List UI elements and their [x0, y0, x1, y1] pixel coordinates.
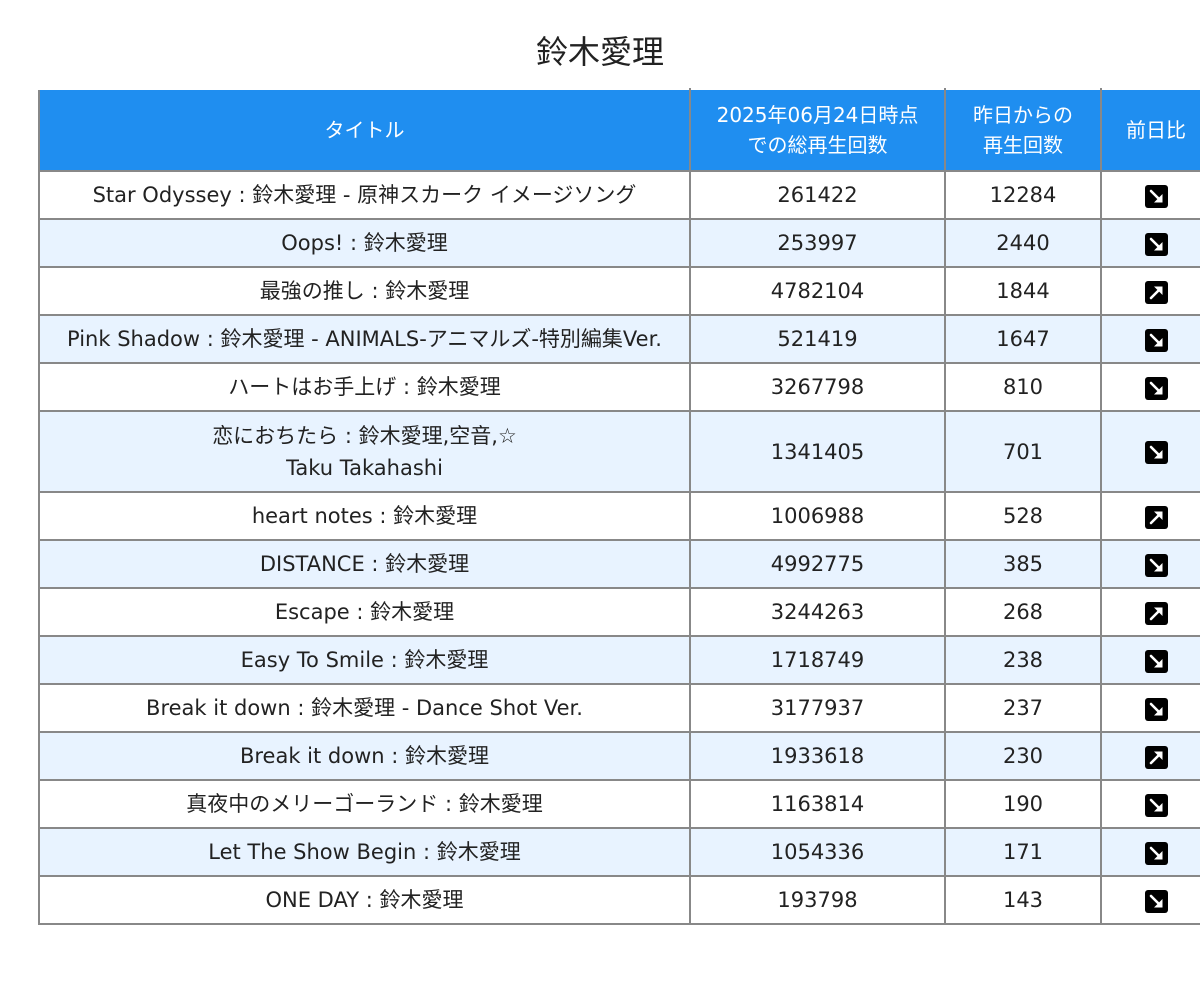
- daily-plays-cell: 268: [944, 587, 1102, 637]
- table-row: 最強の推し : 鈴木愛理 4782104 1844: [38, 266, 1200, 316]
- arrow-down-right-icon: [1144, 793, 1168, 817]
- total-plays-cell: 4782104: [689, 266, 946, 316]
- daily-plays-cell: 701: [944, 410, 1102, 493]
- table-row: 恋におちたら : 鈴木愛理,空音,☆ Taku Takahashi 1341405…: [38, 410, 1200, 493]
- daily-plays-cell: 237: [944, 683, 1102, 733]
- total-plays-cell: 1006988: [689, 491, 946, 541]
- trend-cell: [1100, 170, 1200, 220]
- table-row: ONE DAY : 鈴木愛理 193798 143: [38, 875, 1200, 925]
- trend-cell: [1100, 779, 1200, 829]
- song-title-cell: ONE DAY : 鈴木愛理: [38, 875, 691, 925]
- arrow-down-right-icon: [1144, 232, 1168, 256]
- daily-plays-cell: 190: [944, 779, 1102, 829]
- arrow-down-right-icon: [1144, 328, 1168, 352]
- trend-cell: [1100, 362, 1200, 412]
- total-plays-cell: 261422: [689, 170, 946, 220]
- song-title-cell: 真夜中のメリーゴーランド : 鈴木愛理: [38, 779, 691, 829]
- daily-plays-cell: 230: [944, 731, 1102, 781]
- table-row: Star Odyssey : 鈴木愛理 - 原神スカーク イメージソング 2614…: [38, 170, 1200, 220]
- daily-plays-cell: 1844: [944, 266, 1102, 316]
- table-row: Escape : 鈴木愛理 3244263 268: [38, 587, 1200, 637]
- song-title-cell: ハートはお手上げ : 鈴木愛理: [38, 362, 691, 412]
- song-title-cell: Easy To Smile : 鈴木愛理: [38, 635, 691, 685]
- arrow-down-right-icon: [1144, 376, 1168, 400]
- table-body: Star Odyssey : 鈴木愛理 - 原神スカーク イメージソング 2614…: [38, 170, 1200, 925]
- song-title-cell: Escape : 鈴木愛理: [38, 587, 691, 637]
- song-title-cell: Let The Show Begin : 鈴木愛理: [38, 827, 691, 877]
- total-plays-cell: 253997: [689, 218, 946, 268]
- daily-plays-cell: 810: [944, 362, 1102, 412]
- table-row: Easy To Smile : 鈴木愛理 1718749 238: [38, 635, 1200, 685]
- arrow-up-right-icon: [1144, 745, 1168, 769]
- daily-plays-cell: 528: [944, 491, 1102, 541]
- arrow-down-right-icon: [1144, 649, 1168, 673]
- table-row: heart notes : 鈴木愛理 1006988 528: [38, 491, 1200, 541]
- total-plays-cell: 3267798: [689, 362, 946, 412]
- trend-cell: [1100, 731, 1200, 781]
- arrow-up-right-icon: [1144, 601, 1168, 625]
- table-row: Let The Show Begin : 鈴木愛理 1054336 171: [38, 827, 1200, 877]
- table-row: Break it down : 鈴木愛理 - Dance Shot Ver. 31…: [38, 683, 1200, 733]
- arrow-down-right-icon: [1144, 697, 1168, 721]
- trend-cell: [1100, 587, 1200, 637]
- total-plays-cell: 3244263: [689, 587, 946, 637]
- table-row: Break it down : 鈴木愛理 1933618 230: [38, 731, 1200, 781]
- header-trend: 前日比: [1100, 88, 1200, 172]
- header-daily-plays: 昨日からの 再生回数: [944, 88, 1102, 172]
- daily-plays-cell: 12284: [944, 170, 1102, 220]
- trend-cell: [1100, 875, 1200, 925]
- arrow-down-right-icon: [1144, 841, 1168, 865]
- total-plays-cell: 193798: [689, 875, 946, 925]
- daily-plays-cell: 238: [944, 635, 1102, 685]
- trend-cell: [1100, 491, 1200, 541]
- trend-cell: [1100, 827, 1200, 877]
- total-plays-cell: 1163814: [689, 779, 946, 829]
- header-title: タイトル: [38, 88, 691, 172]
- trend-cell: [1100, 683, 1200, 733]
- total-plays-cell: 1718749: [689, 635, 946, 685]
- song-title-cell: Break it down : 鈴木愛理: [38, 731, 691, 781]
- arrow-up-right-icon: [1144, 280, 1168, 304]
- play-count-table: タイトル 2025年06月24日時点 での総再生回数 昨日からの 再生回数 前日…: [38, 88, 1200, 925]
- song-title-cell: 恋におちたら : 鈴木愛理,空音,☆ Taku Takahashi: [38, 410, 691, 493]
- trend-cell: [1100, 218, 1200, 268]
- daily-plays-cell: 171: [944, 827, 1102, 877]
- arrow-down-right-icon: [1144, 441, 1168, 464]
- arrow-down-right-icon: [1144, 889, 1168, 913]
- table-row: Pink Shadow : 鈴木愛理 - ANIMALS-アニマルズ-特別編集V…: [38, 314, 1200, 364]
- trend-cell: [1100, 266, 1200, 316]
- page-title: 鈴木愛理: [535, 33, 664, 71]
- total-plays-cell: 3177937: [689, 683, 946, 733]
- total-plays-cell: 1341405: [689, 410, 946, 493]
- trend-cell: [1100, 410, 1200, 493]
- table-header-row: タイトル 2025年06月24日時点 での総再生回数 昨日からの 再生回数 前日…: [38, 88, 1200, 172]
- table-row: ハートはお手上げ : 鈴木愛理 3267798 810: [38, 362, 1200, 412]
- song-title-cell: Break it down : 鈴木愛理 - Dance Shot Ver.: [38, 683, 691, 733]
- trend-cell: [1100, 539, 1200, 589]
- total-plays-cell: 1933618: [689, 731, 946, 781]
- total-plays-cell: 521419: [689, 314, 946, 364]
- header-total-plays: 2025年06月24日時点 での総再生回数: [689, 88, 946, 172]
- total-plays-cell: 4992775: [689, 539, 946, 589]
- trend-cell: [1100, 635, 1200, 685]
- table-row: DISTANCE : 鈴木愛理 4992775 385: [38, 539, 1200, 589]
- daily-plays-cell: 1647: [944, 314, 1102, 364]
- trend-cell: [1100, 314, 1200, 364]
- daily-plays-cell: 143: [944, 875, 1102, 925]
- table-row: Oops! : 鈴木愛理 253997 2440: [38, 218, 1200, 268]
- daily-plays-cell: 385: [944, 539, 1102, 589]
- total-plays-cell: 1054336: [689, 827, 946, 877]
- arrow-down-right-icon: [1144, 184, 1168, 208]
- song-title-cell: Pink Shadow : 鈴木愛理 - ANIMALS-アニマルズ-特別編集V…: [38, 314, 691, 364]
- song-title-cell: 最強の推し : 鈴木愛理: [38, 266, 691, 316]
- song-title-cell: heart notes : 鈴木愛理: [38, 491, 691, 541]
- daily-plays-cell: 2440: [944, 218, 1102, 268]
- song-title-cell: Oops! : 鈴木愛理: [38, 218, 691, 268]
- arrow-up-right-icon: [1144, 505, 1168, 529]
- table-row: 真夜中のメリーゴーランド : 鈴木愛理 1163814 190: [38, 779, 1200, 829]
- song-title-cell: Star Odyssey : 鈴木愛理 - 原神スカーク イメージソング: [38, 170, 691, 220]
- song-title-cell: DISTANCE : 鈴木愛理: [38, 539, 691, 589]
- arrow-down-right-icon: [1144, 553, 1168, 577]
